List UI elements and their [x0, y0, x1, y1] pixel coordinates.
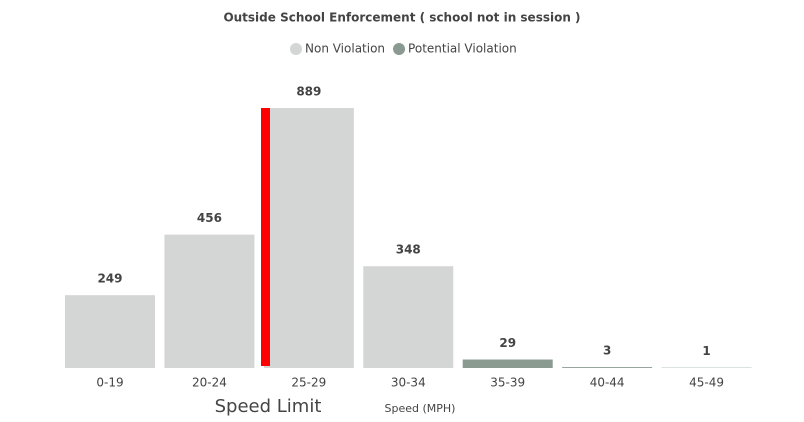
- value-label: 348: [396, 243, 421, 257]
- bar: [65, 295, 155, 368]
- legend-swatch: [290, 43, 302, 55]
- value-label: 3: [603, 344, 611, 358]
- bar: [363, 266, 454, 368]
- x-tick-label: 40-44: [590, 376, 625, 390]
- legend-label: Non Violation: [305, 42, 385, 56]
- legend-label: Potential Violation: [408, 42, 517, 56]
- value-label: 889: [296, 85, 321, 99]
- x-tick-label: 20-24: [192, 376, 227, 390]
- x-tick-label: 25-29: [291, 376, 326, 390]
- speed-limit-line: [261, 108, 270, 366]
- annotation: Speed Limit: [215, 396, 322, 417]
- bar: [263, 108, 354, 368]
- value-label: 1: [702, 344, 710, 358]
- x-tick-label: 0-19: [96, 376, 123, 390]
- chart-title: Outside School Enforcement ( school not …: [223, 11, 580, 25]
- x-axis-label: Speed (MPH): [385, 402, 456, 415]
- bar: [164, 234, 255, 368]
- value-label: 249: [97, 272, 122, 286]
- value-label: 29: [499, 336, 516, 350]
- x-tick-label: 30-34: [391, 376, 426, 390]
- legend-swatch: [393, 43, 406, 55]
- x-tick-label: 35-39: [490, 376, 525, 390]
- bar: [562, 367, 653, 368]
- value-label: 456: [197, 211, 222, 225]
- bar: [462, 359, 553, 368]
- x-tick-label: 45-49: [689, 376, 724, 390]
